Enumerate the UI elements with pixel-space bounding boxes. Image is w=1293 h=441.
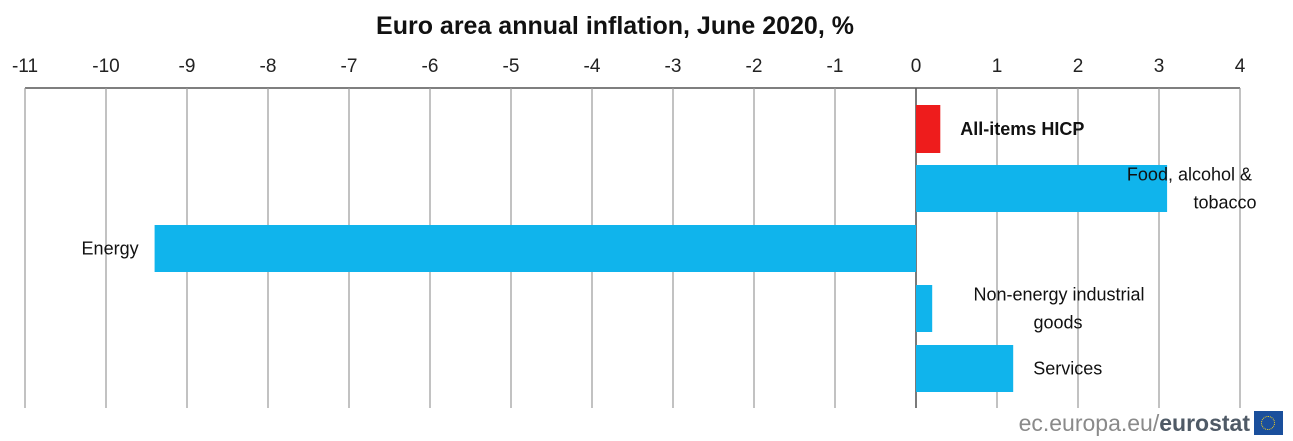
- x-tick-label: -7: [341, 56, 358, 77]
- x-tick-label: -1: [827, 56, 844, 77]
- x-tick-label: 0: [911, 56, 922, 77]
- x-tick-label: 3: [1154, 56, 1165, 77]
- bar: [154, 225, 917, 272]
- bar: [916, 105, 941, 153]
- bar-category-label: Services: [1033, 359, 1102, 379]
- x-axis-tick-labels: -11 -10 -9 -8 -7 -6 -5 -4 -3 -2 -1 0 1 2 3 4: [12, 56, 1246, 77]
- x-tick-label: -10: [92, 56, 119, 77]
- bar-category-label: goods: [1033, 313, 1082, 333]
- x-tick-label: -9: [179, 56, 196, 77]
- x-tick-label: -2: [746, 56, 763, 77]
- x-tick-label: -5: [503, 56, 520, 77]
- source-domain: ec.europa.eu/: [1018, 409, 1160, 436]
- bar-category-label: Energy: [82, 239, 139, 259]
- bar-category-label: Food, alcohol &: [1127, 165, 1252, 185]
- bar-category-label: Non-energy industrial: [973, 285, 1144, 305]
- x-tick-label: -6: [422, 56, 439, 77]
- x-tick-label: -4: [584, 56, 601, 77]
- x-tick-label: -11: [12, 56, 38, 77]
- bars: [154, 105, 1168, 392]
- eu-flag-icon: [1254, 411, 1283, 435]
- category-labels: All-items HICP Food, alcohol & tobacco Ener…: [82, 119, 1257, 379]
- bar-category-label: All-items HICP: [960, 119, 1084, 139]
- x-tick-label: 2: [1073, 56, 1084, 77]
- chart-title: Euro area annual inflation, June 2020, %: [376, 12, 854, 40]
- bar: [916, 345, 1014, 392]
- x-tick-label: 4: [1235, 56, 1246, 77]
- bar: [916, 165, 1168, 212]
- bar-category-label: tobacco: [1193, 193, 1256, 213]
- bar: [916, 285, 933, 332]
- x-tick-label: -3: [665, 56, 682, 77]
- source-brand: eurostat: [1159, 409, 1250, 436]
- x-tick-label: 1: [992, 56, 1003, 77]
- x-tick-label: -8: [260, 56, 277, 77]
- source-credit: ec.europa.eu/eurostat: [1019, 408, 1283, 438]
